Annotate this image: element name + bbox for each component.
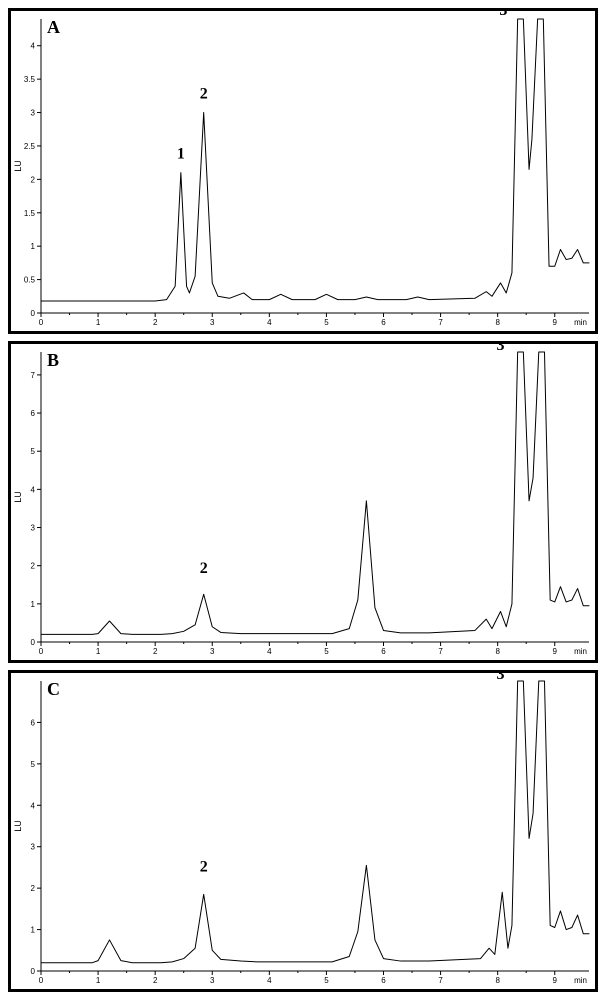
svg-text:1: 1	[177, 146, 185, 163]
panel-a-frame: 0 1 2 3 4 5 6 7 8 9 min 0 0.5 1 1.5 2 2.5 3 3.5 4 LU A 1 2 3	[8, 8, 598, 334]
svg-text:1: 1	[96, 647, 101, 656]
svg-text:9: 9	[553, 976, 558, 985]
panel-a-svg: 0 1 2 3 4 5 6 7 8 9 min 0 0.5 1 1.5 2 2.5 3 3.5 4 LU A 1 2 3	[11, 11, 595, 331]
svg-text:1: 1	[31, 600, 36, 609]
svg-text:2: 2	[200, 86, 208, 103]
svg-text:A: A	[47, 17, 60, 37]
svg-text:3: 3	[497, 344, 505, 354]
svg-text:2.5: 2.5	[24, 142, 36, 151]
svg-text:4: 4	[31, 42, 36, 51]
svg-text:1: 1	[31, 926, 36, 935]
svg-text:2: 2	[153, 976, 158, 985]
svg-text:6: 6	[31, 409, 36, 418]
svg-text:LU: LU	[13, 160, 23, 172]
svg-text:6: 6	[381, 318, 386, 327]
svg-text:0: 0	[31, 309, 36, 318]
svg-text:7: 7	[438, 647, 443, 656]
svg-text:min: min	[574, 647, 587, 656]
svg-text:1: 1	[96, 318, 101, 327]
svg-text:3: 3	[31, 109, 36, 118]
svg-text:0: 0	[39, 976, 44, 985]
svg-text:2: 2	[31, 175, 36, 184]
panel-b-frame: 0 1 2 3 4 5 6 7 8 9 min 0 1 2 3 4 5 6 7 LU B 2 3	[8, 341, 598, 663]
svg-text:6: 6	[31, 718, 36, 727]
svg-text:2: 2	[200, 859, 208, 876]
svg-text:4: 4	[267, 647, 272, 656]
svg-text:9: 9	[553, 647, 558, 656]
svg-text:5: 5	[324, 976, 329, 985]
svg-text:4: 4	[267, 976, 272, 985]
svg-text:0: 0	[39, 647, 44, 656]
svg-text:3: 3	[31, 524, 36, 533]
svg-text:min: min	[574, 976, 587, 985]
svg-text:LU: LU	[13, 820, 23, 832]
svg-text:8: 8	[495, 976, 500, 985]
svg-text:LU: LU	[13, 491, 23, 503]
svg-text:7: 7	[438, 318, 443, 327]
svg-text:3.5: 3.5	[24, 75, 36, 84]
svg-text:C: C	[47, 679, 60, 699]
svg-text:4: 4	[31, 485, 36, 494]
chromatogram-figure: 0 1 2 3 4 5 6 7 8 9 min 0 0.5 1 1.5 2 2.5 3 3.5 4 LU A 1 2 3 0 1 2…	[0, 0, 606, 1000]
svg-text:0: 0	[39, 318, 44, 327]
svg-text:1: 1	[31, 242, 36, 251]
svg-text:1.5: 1.5	[24, 209, 36, 218]
svg-text:min: min	[574, 318, 587, 327]
svg-text:2: 2	[153, 318, 158, 327]
svg-text:1: 1	[96, 976, 101, 985]
svg-text:6: 6	[381, 976, 386, 985]
svg-text:8: 8	[495, 318, 500, 327]
svg-text:7: 7	[31, 371, 36, 380]
svg-text:2: 2	[200, 560, 208, 577]
svg-text:B: B	[47, 350, 59, 370]
svg-text:4: 4	[267, 318, 272, 327]
svg-text:2: 2	[31, 562, 36, 571]
svg-text:8: 8	[495, 647, 500, 656]
svg-text:7: 7	[438, 976, 443, 985]
svg-text:3: 3	[210, 647, 215, 656]
svg-text:0: 0	[31, 638, 36, 647]
svg-text:5: 5	[324, 647, 329, 656]
svg-text:5: 5	[31, 760, 36, 769]
svg-text:6: 6	[381, 647, 386, 656]
svg-text:0.5: 0.5	[24, 276, 36, 285]
svg-text:3: 3	[31, 843, 36, 852]
svg-text:9: 9	[553, 318, 558, 327]
panel-c-svg: 0 1 2 3 4 5 6 7 8 9 min 0 1 2 3 4 5 6 LU C 2 3	[11, 673, 595, 989]
svg-text:2: 2	[31, 884, 36, 893]
svg-text:3: 3	[210, 976, 215, 985]
svg-text:5: 5	[31, 447, 36, 456]
svg-text:3: 3	[499, 11, 507, 19]
svg-text:5: 5	[324, 318, 329, 327]
svg-text:3: 3	[210, 318, 215, 327]
svg-text:3: 3	[497, 673, 505, 683]
panel-c-frame: 0 1 2 3 4 5 6 7 8 9 min 0 1 2 3 4 5 6 LU C 2 3	[8, 670, 598, 992]
svg-text:4: 4	[31, 801, 36, 810]
panel-b-svg: 0 1 2 3 4 5 6 7 8 9 min 0 1 2 3 4 5 6 7 LU B 2 3	[11, 344, 595, 660]
svg-text:0: 0	[31, 967, 36, 976]
svg-text:2: 2	[153, 647, 158, 656]
